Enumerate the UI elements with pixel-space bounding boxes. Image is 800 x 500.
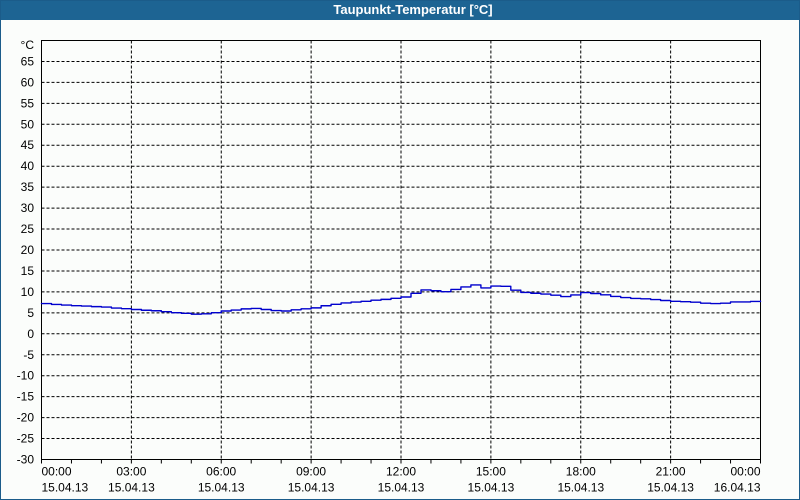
svg-text:45: 45 <box>21 138 35 152</box>
svg-text:16.04.13: 16.04.13 <box>714 481 761 495</box>
svg-text:15: 15 <box>21 264 35 278</box>
svg-text:50: 50 <box>21 117 35 131</box>
svg-text:0: 0 <box>27 327 34 341</box>
svg-text:40: 40 <box>21 159 35 173</box>
svg-text:12:00: 12:00 <box>386 465 416 479</box>
svg-text:21:00: 21:00 <box>656 465 686 479</box>
svg-text:06:00: 06:00 <box>206 465 236 479</box>
svg-text:25: 25 <box>21 222 35 236</box>
svg-text:-10: -10 <box>17 369 35 383</box>
svg-text:°C: °C <box>21 38 35 52</box>
svg-text:15.04.13: 15.04.13 <box>108 481 155 495</box>
svg-text:-15: -15 <box>17 390 35 404</box>
svg-text:15.04.13: 15.04.13 <box>647 481 694 495</box>
svg-text:15.04.13: 15.04.13 <box>42 481 89 495</box>
svg-text:-30: -30 <box>17 453 35 467</box>
svg-text:03:00: 03:00 <box>116 465 146 479</box>
svg-text:15.04.13: 15.04.13 <box>288 481 335 495</box>
svg-text:15.04.13: 15.04.13 <box>198 481 245 495</box>
svg-text:60: 60 <box>21 75 35 89</box>
svg-text:65: 65 <box>21 55 35 69</box>
svg-text:-20: -20 <box>17 411 35 425</box>
svg-text:30: 30 <box>21 201 35 215</box>
svg-text:35: 35 <box>21 180 35 194</box>
svg-text:10: 10 <box>21 285 35 299</box>
svg-text:18:00: 18:00 <box>566 465 596 479</box>
svg-text:00:00: 00:00 <box>730 465 760 479</box>
svg-text:00:00: 00:00 <box>42 465 72 479</box>
svg-text:09:00: 09:00 <box>296 465 326 479</box>
svg-text:20: 20 <box>21 243 35 257</box>
svg-text:-25: -25 <box>17 432 35 446</box>
svg-text:15:00: 15:00 <box>476 465 506 479</box>
svg-text:15.04.13: 15.04.13 <box>557 481 604 495</box>
svg-text:-5: -5 <box>23 348 34 362</box>
svg-text:55: 55 <box>21 96 35 110</box>
svg-text:15.04.13: 15.04.13 <box>468 481 515 495</box>
svg-text:5: 5 <box>27 306 34 320</box>
svg-text:15.04.13: 15.04.13 <box>378 481 425 495</box>
